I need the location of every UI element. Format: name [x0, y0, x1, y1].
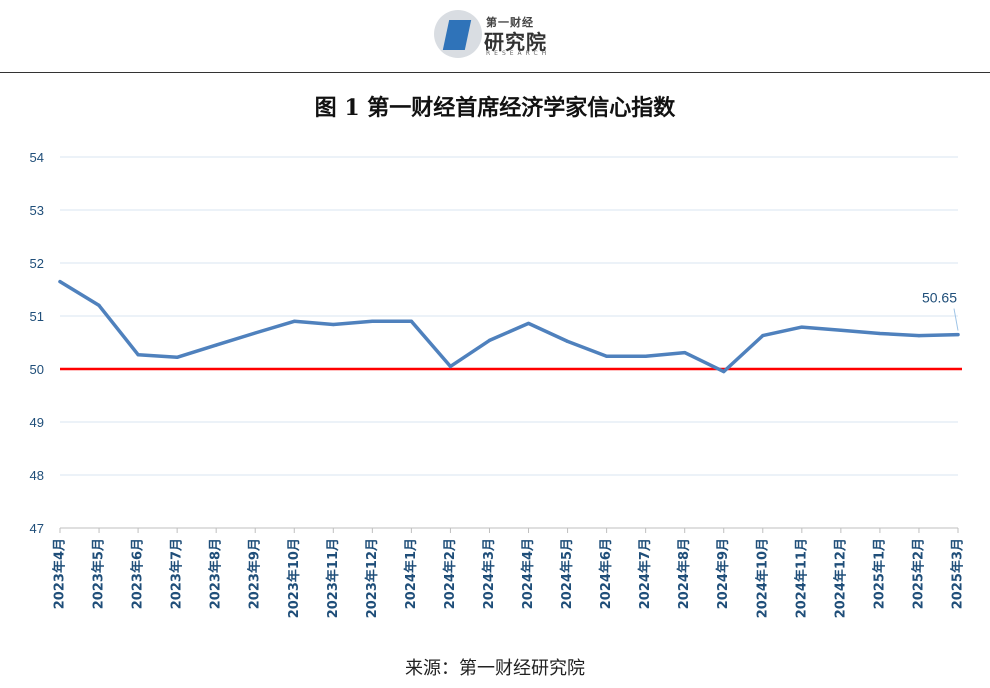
x-tick-label: 2025年3月: [950, 538, 966, 609]
x-tick-label: 2024年12月: [832, 538, 848, 618]
x-tick-label: 2024年5月: [559, 538, 575, 609]
y-tick-label: 47: [30, 521, 44, 536]
data-point: [839, 328, 843, 332]
x-tick-label: 2024年7月: [637, 538, 653, 609]
x-tick-label: 2024年2月: [442, 538, 458, 609]
y-tick-label: 54: [30, 150, 44, 165]
y-tick-label: 52: [30, 256, 44, 271]
data-point: [878, 331, 882, 336]
data-point: [448, 364, 453, 368]
x-tick-label: 2024年10月: [754, 538, 770, 618]
line-chart: 47 48 49 50 51 52 53 54 2023年4月 2023年5月 2023年6月 202…: [30, 150, 966, 618]
header-divider: [0, 72, 990, 73]
x-tick-label: 2024年3月: [481, 538, 497, 609]
data-label: 50.65: [922, 290, 957, 306]
data-point: [761, 334, 765, 338]
x-tick-label: 2023年8月: [208, 538, 224, 609]
data-point: [683, 350, 687, 355]
x-tick-label: 2023年11月: [325, 538, 341, 618]
header: 第一财经 研究院 RESEARCH: [0, 0, 990, 74]
data-point: [58, 279, 62, 284]
data-point: [97, 303, 101, 307]
x-tick-label: 2023年9月: [247, 538, 263, 609]
diamond-logo-icon: [434, 10, 482, 58]
data-point: [136, 353, 140, 357]
x-tick-label: 2024年11月: [793, 538, 809, 618]
data-point: [644, 354, 648, 358]
x-tick-label: 2023年12月: [364, 538, 380, 618]
x-tick-label: 2024年9月: [715, 538, 731, 609]
x-tick-label: 2024年4月: [520, 538, 536, 609]
data-point: [487, 338, 492, 342]
logo-name: 研究院: [484, 30, 547, 54]
data-point: [175, 355, 179, 359]
x-tick-label: 2024年8月: [676, 538, 692, 609]
x-tick-label: 2023年7月: [169, 538, 185, 609]
series-line: [58, 279, 960, 374]
x-tick-label: 2024年1月: [403, 538, 419, 609]
data-point: [722, 370, 726, 374]
x-tick-label: 2023年10月: [286, 538, 302, 618]
data-point: [214, 343, 218, 347]
x-tick-label: 2023年5月: [91, 538, 107, 609]
y-tick-label: 49: [30, 415, 44, 430]
data-point: [605, 354, 609, 358]
data-point: [956, 332, 960, 337]
y-tick-label: 53: [30, 203, 44, 218]
y-tick-label: 48: [30, 468, 44, 483]
x-tick-label: 2023年6月: [130, 538, 146, 609]
x-tick-label: 2023年4月: [52, 538, 68, 609]
x-tick-label: 2024年6月: [598, 538, 614, 609]
data-point: [565, 339, 570, 344]
data-point: [917, 334, 921, 338]
data-point: [253, 331, 257, 335]
logo: 第一财经 研究院 RESEARCH: [432, 6, 552, 62]
logo-english: RESEARCH: [486, 50, 551, 57]
chart-title: 图 1 第一财经首席经济学家信心指数: [314, 95, 676, 121]
data-point: [800, 325, 804, 329]
y-tick-label: 51: [30, 309, 44, 324]
source-note: 来源：第一财经研究院: [405, 658, 585, 679]
y-tick-label: 50: [30, 362, 44, 377]
data-point: [409, 319, 413, 323]
data-point: [526, 321, 531, 326]
data-point: [331, 322, 335, 327]
data-point: [292, 319, 296, 323]
x-tick-label: 2025年1月: [871, 538, 887, 609]
logo-brand: 第一财经: [486, 16, 534, 29]
data-point: [370, 319, 374, 323]
annotation-leader: [953, 308, 959, 331]
x-tick-label: 2025年2月: [910, 538, 926, 609]
